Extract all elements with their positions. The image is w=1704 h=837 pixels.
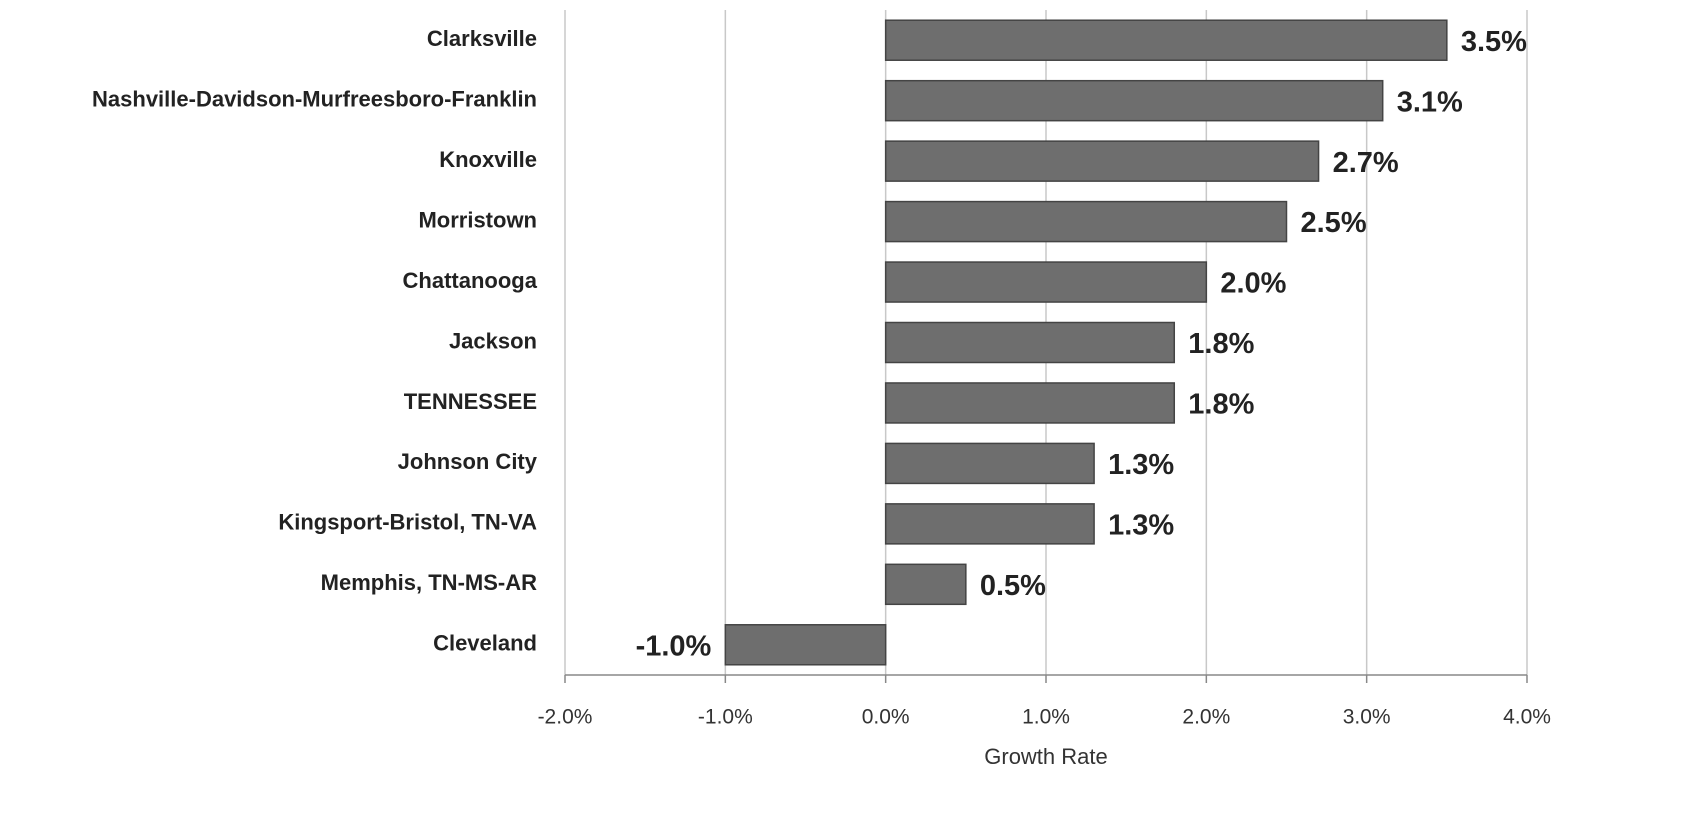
value-label: 1.8% [1188, 328, 1254, 360]
y-tick-label: Knoxville [439, 147, 537, 172]
x-tick-label: 0.0% [862, 706, 910, 729]
y-tick-label: Cleveland [433, 631, 537, 656]
value-label: 1.8% [1188, 389, 1254, 421]
bar [884, 503, 1095, 545]
value-label: -1.0% [636, 630, 712, 662]
x-tick-label: 2.0% [1182, 706, 1230, 729]
value-label: 3.5% [1461, 26, 1527, 58]
bar [884, 140, 1320, 182]
value-label: 2.5% [1301, 207, 1367, 239]
x-tick-label: -1.0% [698, 706, 753, 729]
bar [884, 261, 1208, 303]
value-label: 2.7% [1333, 147, 1399, 179]
value-label: 2.0% [1220, 268, 1286, 300]
value-label: 0.5% [980, 570, 1046, 602]
bar [724, 624, 887, 666]
x-axis-title: Growth Rate [984, 744, 1108, 769]
y-tick-label: Jackson [449, 328, 537, 353]
y-tick-label: Morristown [418, 207, 537, 232]
y-tick-label: Clarksville [427, 26, 537, 51]
y-tick-label: Memphis, TN-MS-AR [321, 570, 537, 595]
x-tick-label: -2.0% [538, 706, 593, 729]
value-label: 1.3% [1108, 510, 1174, 542]
bar [884, 442, 1095, 485]
x-tick-label: 4.0% [1503, 706, 1551, 729]
bar [884, 563, 967, 606]
y-tick-label: TENNESSEE [404, 389, 537, 414]
y-tick-label: Johnson City [398, 449, 538, 474]
bar [884, 200, 1288, 243]
bar [884, 321, 1176, 364]
x-tick-label: 3.0% [1343, 706, 1391, 729]
bar [884, 79, 1384, 122]
y-tick-label: Chattanooga [403, 268, 538, 293]
x-tick-label: 1.0% [1022, 706, 1070, 729]
y-tick-label: Nashville-Davidson-Murfreesboro-Franklin [92, 86, 537, 111]
bar [884, 382, 1176, 424]
y-tick-label: Kingsport-Bristol, TN-VA [278, 510, 537, 535]
value-label: 3.1% [1397, 86, 1463, 118]
value-label: 1.3% [1108, 449, 1174, 481]
bar [884, 19, 1448, 61]
